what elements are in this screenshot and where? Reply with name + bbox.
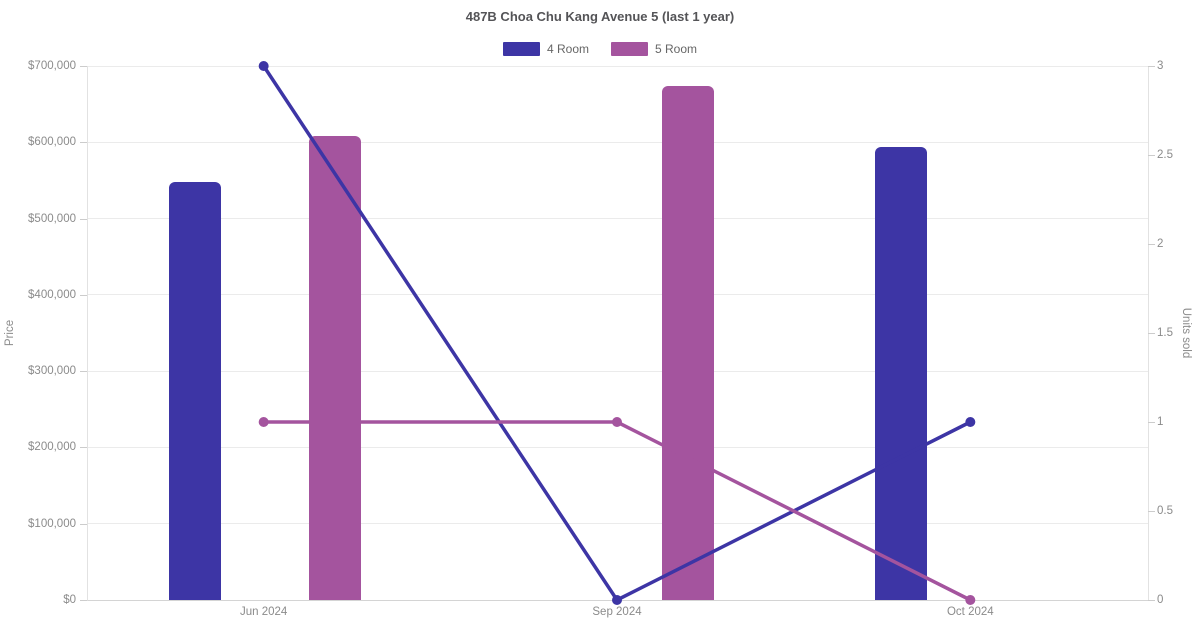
y-axis-tick-label: $700,000: [28, 60, 76, 72]
bar-5-room-jun-2024: [308, 136, 361, 600]
y2-axis-tick-mark: [1148, 155, 1155, 156]
point-4-room-jun-2024: [258, 61, 269, 71]
point-5-room-jun-2024: [258, 417, 269, 427]
gridline: [88, 370, 1148, 372]
y2-axis-tick-mark: [1148, 333, 1155, 334]
y-axis-tick-mark: [80, 218, 87, 220]
gridline: [88, 523, 1148, 525]
y-axis-tick-mark: [80, 600, 87, 601]
y2-axis-tick-mark: [1148, 511, 1155, 512]
y-axis-tick-label: $300,000: [28, 365, 76, 378]
y-axis-tick-label: $500,000: [28, 212, 76, 225]
chart-title: 487B Choa Chu Kang Avenue 5 (last 1 year…: [465, 9, 735, 24]
point-4-room-sep-2024: [612, 595, 622, 605]
bar-4-room-jun-2024: [168, 181, 221, 600]
point-4-room-oct-2024: [965, 417, 976, 427]
y2-axis-tick-mark: [1148, 422, 1155, 423]
legend-item-4-room[interactable]: 4 Room: [502, 42, 589, 56]
y-axis-tick-label: $0: [63, 594, 76, 606]
y-axis-title-price: Price: [4, 319, 16, 347]
y2-axis-tick-mark: [1148, 244, 1155, 245]
legend-label-5-room: 5 Room: [655, 42, 698, 56]
y2-axis-tick-label: 2: [1157, 238, 1164, 250]
line-series-layer: [258, 61, 976, 605]
x-axis-label-jun-2024: Jun 2024: [239, 606, 288, 618]
bar-4-room-oct-2024: [875, 146, 928, 600]
y-axis-tick-mark: [80, 142, 87, 144]
point-5-room-sep-2024: [612, 417, 622, 427]
x-axis-label-sep-2024: Sep 2024: [592, 606, 642, 618]
gridline: [88, 446, 1148, 448]
y2-axis-tick-label: 0.5: [1157, 505, 1173, 517]
y2-axis-tick-mark: [1148, 600, 1155, 601]
gridline: [88, 218, 1148, 220]
legend-swatch-5-room: [611, 42, 648, 56]
x-axis-label-oct-2024: Oct 2024: [946, 606, 994, 618]
point-5-room-oct-2024: [965, 595, 976, 605]
y2-axis-tick-label: 3: [1157, 60, 1164, 72]
y-axis-tick-mark: [80, 371, 87, 373]
y-axis-tick-mark: [80, 523, 87, 525]
legend-label-4-room: 4 Room: [546, 42, 589, 56]
y-axis-tick-mark: [80, 447, 87, 449]
legend-item-5-room[interactable]: 5 Room: [611, 42, 697, 56]
y-axis-title-units-sold: Units sold: [1180, 307, 1192, 359]
y-axis-tick-label: $600,000: [28, 136, 76, 149]
bar-5-room-sep-2024: [662, 85, 714, 600]
gridline: [88, 65, 1148, 67]
gridline: [88, 294, 1148, 296]
y2-axis-tick-label: 1: [1157, 416, 1164, 428]
legend-swatch-4-room: [502, 42, 540, 56]
gridline: [88, 141, 1148, 143]
line-4-room: [261, 64, 973, 602]
line-5-room: [261, 420, 973, 602]
y2-axis-tick-label: 0: [1157, 594, 1164, 606]
legend: 4 Room 5 Room: [0, 42, 1200, 56]
y2-axis-tick-label: 2.5: [1157, 149, 1173, 161]
y-axis-tick-label: $200,000: [28, 441, 76, 454]
y2-axis-tick-label: 1.5: [1157, 327, 1173, 339]
y2-axis-tick-mark: [1148, 66, 1155, 67]
plot-area: [87, 65, 1149, 601]
y-axis-tick-mark: [80, 66, 87, 67]
y-axis-tick-label: $400,000: [28, 288, 76, 301]
y-axis-tick-mark: [80, 294, 87, 296]
y-axis-tick-label: $100,000: [28, 517, 76, 530]
